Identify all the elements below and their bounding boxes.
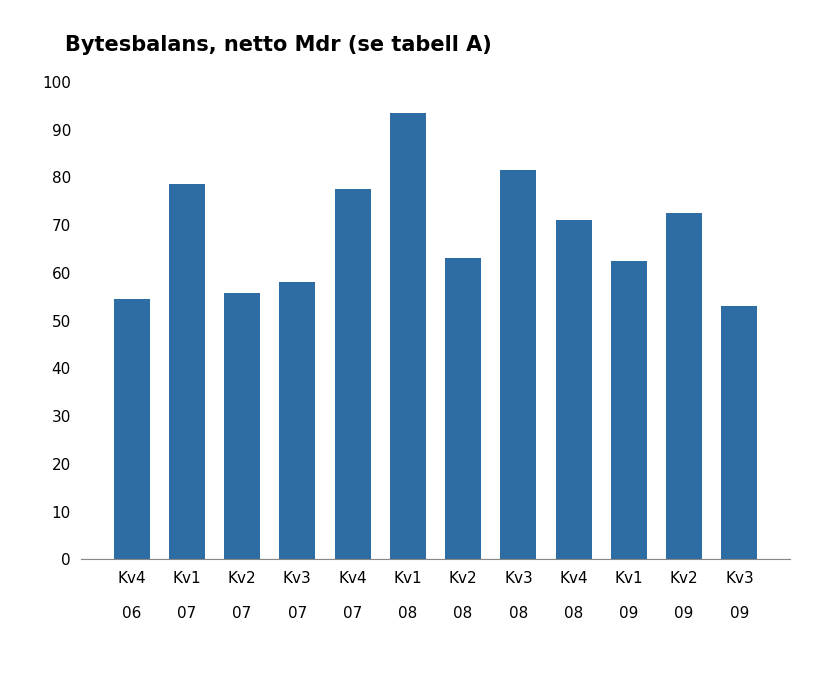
Bar xyxy=(335,189,370,559)
Bar xyxy=(721,306,757,559)
Bar xyxy=(445,258,481,559)
Text: Bytesbalans, netto Mdr (se tabell A): Bytesbalans, netto Mdr (se tabell A) xyxy=(65,35,492,55)
Bar xyxy=(279,282,315,559)
Bar xyxy=(611,261,647,559)
Bar xyxy=(168,184,205,559)
Bar xyxy=(224,293,260,559)
Bar xyxy=(501,170,536,559)
Bar xyxy=(390,113,426,559)
Bar xyxy=(114,299,150,559)
Bar xyxy=(556,220,592,559)
Bar xyxy=(666,213,702,559)
